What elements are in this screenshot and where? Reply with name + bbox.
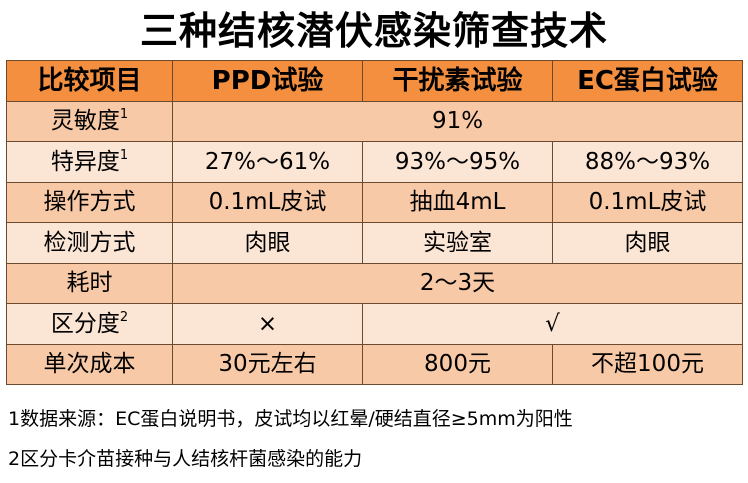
cost-ppd: 30元左右 — [172, 343, 363, 385]
header-ppd: PPD试验 — [172, 60, 363, 102]
footnote-1: 1数据来源：EC蛋白说明书，皮试均以红晕/硬结直径≥5mm为阳性 — [8, 408, 573, 430]
cost-ifn: 800元 — [362, 343, 553, 385]
row-label: 耗时 — [6, 262, 173, 304]
row-label: 检测方式 — [6, 222, 173, 264]
time-value: 2～3天 — [172, 262, 743, 304]
header-ifn: 干扰素试验 — [362, 60, 553, 102]
row-label: 单次成本 — [6, 343, 173, 385]
row-label: 区分度2 — [6, 303, 173, 345]
detection-ppd: 肉眼 — [172, 222, 363, 264]
header-item: 比较项目 — [6, 60, 173, 102]
sensitivity-value: 91% — [172, 100, 743, 142]
detection-ec: 肉眼 — [552, 222, 743, 264]
page-title: 三种结核潜伏感染筛查技术 — [139, 9, 608, 53]
table-row-discrimination: 区分度2 × √ — [6, 303, 743, 345]
footnote-marker: 2 — [119, 309, 129, 325]
table-header-row: 比较项目 PPD试验 干扰素试验 EC蛋白试验 — [6, 60, 743, 102]
method-ifn: 抽血4mL — [362, 181, 553, 223]
detection-ifn: 实验室 — [362, 222, 553, 264]
row-label-text: 灵敏度 — [50, 108, 120, 135]
row-label: 特异度1 — [6, 141, 173, 183]
comparison-table: 比较项目 PPD试验 干扰素试验 EC蛋白试验 灵敏度1 91% 特异度1 27… — [6, 60, 743, 385]
specificity-ec: 88%～93% — [552, 141, 743, 183]
specificity-ppd: 27%～61% — [172, 141, 363, 183]
table-row-specificity: 特异度1 27%～61% 93%～95% 88%～93% — [6, 141, 743, 183]
discrimination-other: √ — [362, 303, 743, 345]
footnote-marker: 1 — [119, 107, 129, 123]
table-row-time: 耗时 2～3天 — [6, 262, 743, 304]
method-ppd: 0.1mL皮试 — [172, 181, 363, 223]
row-label: 操作方式 — [6, 181, 173, 223]
table-row-method: 操作方式 0.1mL皮试 抽血4mL 0.1mL皮试 — [6, 181, 743, 223]
cost-ec: 不超100元 — [552, 343, 743, 385]
table-row-sensitivity: 灵敏度1 91% — [6, 100, 743, 142]
specificity-ifn: 93%～95% — [362, 141, 553, 183]
method-ec: 0.1mL皮试 — [552, 181, 743, 223]
footnote-marker: 1 — [119, 147, 129, 163]
table-row-cost: 单次成本 30元左右 800元 不超100元 — [6, 343, 743, 385]
row-label-text: 区分度 — [50, 310, 120, 337]
footnote-2: 2区分卡介苗接种与人结核杆菌感染的能力 — [8, 448, 363, 470]
header-ec: EC蛋白试验 — [552, 60, 743, 102]
row-label: 灵敏度1 — [6, 100, 173, 142]
row-label-text: 特异度 — [50, 148, 120, 175]
discrimination-ppd: × — [172, 303, 363, 345]
table-row-detection: 检测方式 肉眼 实验室 肉眼 — [6, 222, 743, 264]
